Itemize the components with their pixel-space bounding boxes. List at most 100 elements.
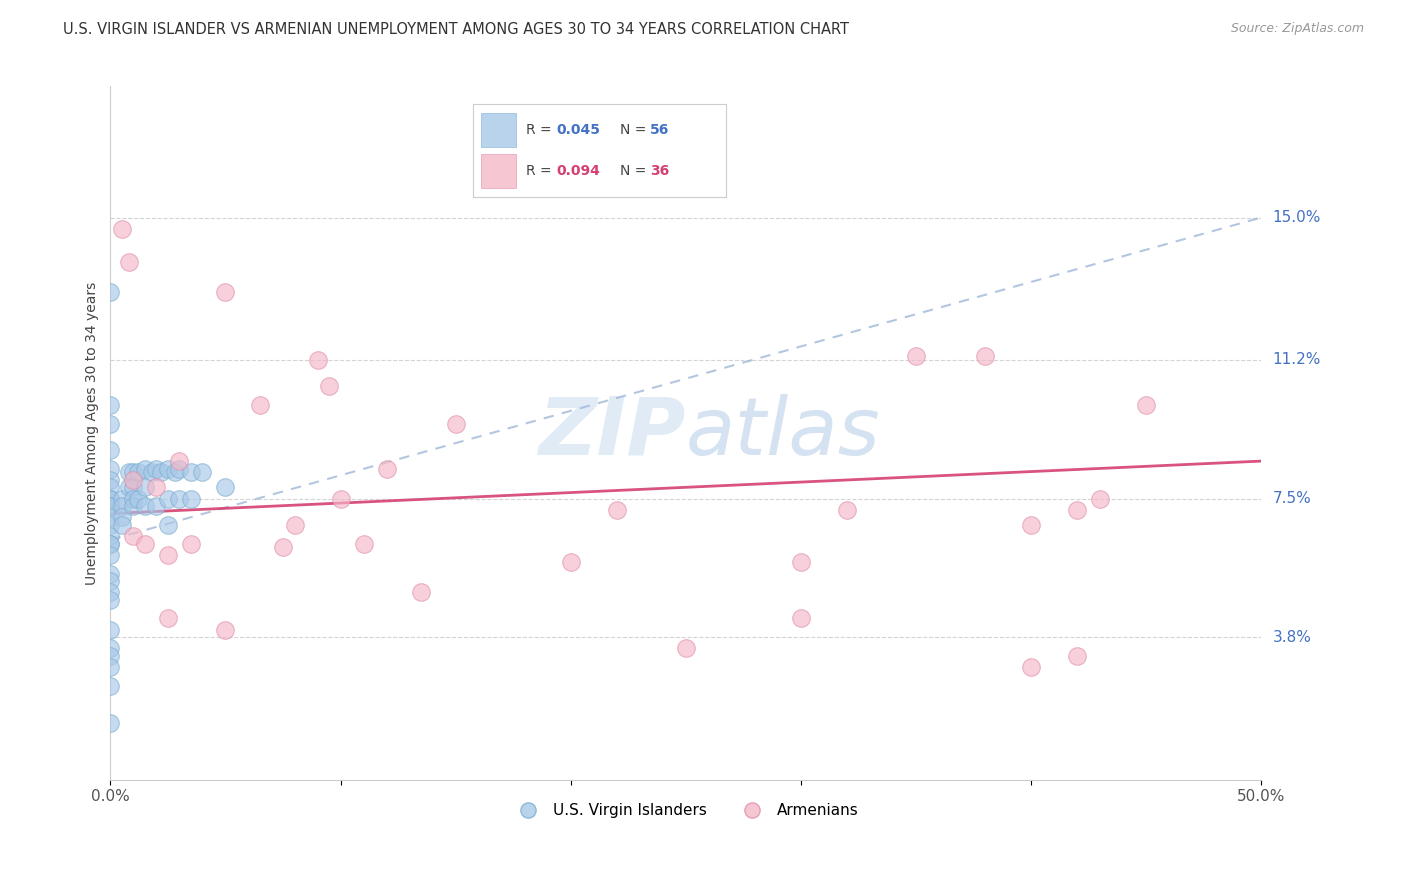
Point	[307, 352, 329, 367]
Point	[100, 574, 122, 588]
Point	[145, 480, 167, 494]
Text: U.S. VIRGIN ISLANDER VS ARMENIAN UNEMPLOYMENT AMONG AGES 30 TO 34 YEARS CORRELAT: U.S. VIRGIN ISLANDER VS ARMENIAN UNEMPLO…	[63, 22, 849, 37]
Point	[141, 466, 163, 480]
Point	[169, 461, 191, 475]
Point	[145, 461, 167, 475]
Point	[163, 466, 186, 480]
Point	[145, 499, 167, 513]
Point	[974, 349, 997, 363]
Point	[100, 491, 122, 506]
Point	[100, 517, 122, 532]
Text: 11.2%: 11.2%	[1272, 352, 1320, 368]
Point	[214, 480, 236, 494]
Point	[118, 466, 141, 480]
Point	[156, 517, 179, 532]
Point	[1135, 398, 1157, 412]
Point	[156, 548, 179, 562]
Point	[100, 461, 122, 475]
Point	[318, 379, 340, 393]
Point	[353, 536, 375, 550]
Point	[169, 491, 191, 506]
Point	[675, 641, 697, 656]
Point	[100, 398, 122, 412]
Point	[100, 536, 122, 550]
Point	[1019, 660, 1042, 674]
Point	[214, 623, 236, 637]
Point	[100, 592, 122, 607]
Text: ZIP: ZIP	[538, 394, 686, 472]
Point	[214, 285, 236, 300]
Point	[100, 548, 122, 562]
Point	[100, 417, 122, 431]
Point	[100, 641, 122, 656]
Text: 7.5%: 7.5%	[1272, 491, 1310, 506]
Point	[1019, 517, 1042, 532]
Point	[122, 499, 145, 513]
Point	[134, 461, 156, 475]
Point	[249, 398, 271, 412]
Point	[150, 466, 173, 480]
Point	[790, 611, 813, 625]
Point	[904, 349, 927, 363]
Point	[111, 510, 134, 524]
Point	[122, 466, 145, 480]
Text: 3.8%: 3.8%	[1272, 630, 1312, 645]
Point	[100, 499, 122, 513]
Point	[100, 648, 122, 663]
Text: 15.0%: 15.0%	[1272, 210, 1320, 225]
Point	[156, 491, 179, 506]
Point	[606, 503, 628, 517]
Point	[180, 536, 202, 550]
Point	[271, 541, 294, 555]
Point	[156, 611, 179, 625]
Point	[122, 529, 145, 543]
Point	[100, 679, 122, 693]
Point	[118, 255, 141, 269]
Point	[180, 466, 202, 480]
Point	[156, 461, 179, 475]
Point	[100, 660, 122, 674]
Point	[411, 585, 433, 599]
Point	[790, 555, 813, 569]
Text: Source: ZipAtlas.com: Source: ZipAtlas.com	[1230, 22, 1364, 36]
Point	[1066, 648, 1088, 663]
Point	[118, 480, 141, 494]
Point	[134, 536, 156, 550]
Y-axis label: Unemployment Among Ages 30 to 34 years: Unemployment Among Ages 30 to 34 years	[86, 281, 100, 584]
Point	[134, 499, 156, 513]
Point	[100, 585, 122, 599]
Point	[329, 491, 352, 506]
Point	[134, 480, 156, 494]
Text: atlas: atlas	[686, 394, 880, 472]
Point	[100, 473, 122, 487]
Point	[111, 221, 134, 235]
Point	[100, 510, 122, 524]
Point	[1088, 491, 1111, 506]
Point	[100, 285, 122, 300]
Point	[1066, 503, 1088, 517]
Point	[100, 480, 122, 494]
Point	[100, 536, 122, 550]
Point	[111, 499, 134, 513]
Point	[375, 461, 398, 475]
Point	[283, 517, 305, 532]
Legend: U.S. Virgin Islanders, Armenians: U.S. Virgin Islanders, Armenians	[508, 797, 865, 824]
Point	[100, 529, 122, 543]
Point	[100, 623, 122, 637]
Point	[180, 491, 202, 506]
Point	[191, 466, 214, 480]
Point	[835, 503, 858, 517]
Point	[100, 499, 122, 513]
Point	[127, 466, 149, 480]
Point	[122, 473, 145, 487]
Point	[100, 716, 122, 731]
Point	[100, 491, 122, 506]
Point	[111, 517, 134, 532]
Point	[122, 491, 145, 506]
Point	[560, 555, 582, 569]
Point	[111, 491, 134, 506]
Point	[100, 566, 122, 581]
Point	[127, 491, 149, 506]
Point	[100, 442, 122, 457]
Point	[122, 480, 145, 494]
